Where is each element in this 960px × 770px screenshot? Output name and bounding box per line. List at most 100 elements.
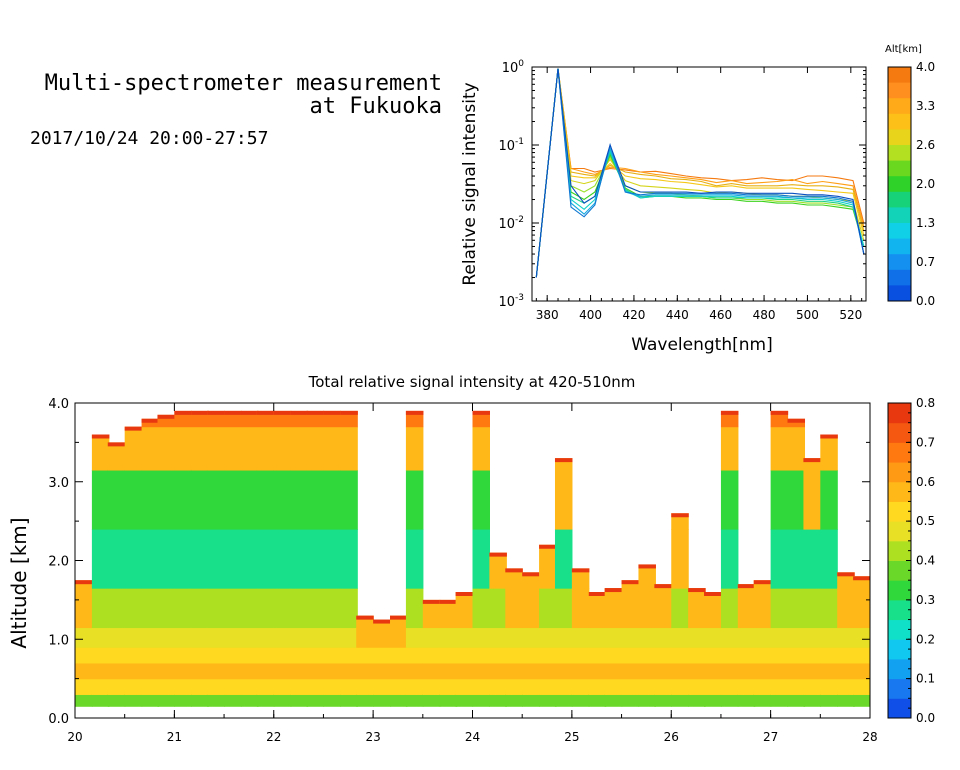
heatmap-cell bbox=[207, 627, 225, 648]
heatmap-cell bbox=[191, 694, 209, 707]
heatmap-cell bbox=[224, 426, 242, 471]
heatmap-edge-cell bbox=[737, 584, 756, 589]
colorbar-swatch bbox=[888, 560, 911, 581]
heatmap-cell bbox=[273, 647, 292, 664]
heatmap-cell bbox=[191, 627, 209, 648]
altitude-legend-swatch bbox=[888, 82, 911, 99]
heatmap-cell bbox=[472, 410, 490, 428]
heatmap-cell bbox=[256, 529, 275, 589]
heatmap-cell bbox=[505, 568, 523, 589]
heatmap-edge-cell bbox=[273, 410, 292, 415]
heatmap-cell bbox=[638, 588, 656, 629]
heatmap-cell bbox=[356, 678, 374, 695]
altitude-legend-swatch bbox=[888, 238, 911, 255]
heatmap-cell bbox=[107, 694, 126, 707]
spectrum-series-line bbox=[535, 68, 865, 278]
heatmap-cell bbox=[191, 410, 209, 428]
heatmap-edge-cell bbox=[489, 552, 507, 557]
heatmap-cell bbox=[671, 694, 689, 707]
heatmap-cell bbox=[720, 678, 739, 695]
heatmap-cell bbox=[455, 694, 474, 707]
heatmap-cell bbox=[141, 588, 160, 629]
altitude-legend-swatch bbox=[888, 191, 911, 208]
colorbar-label: 0.1 bbox=[916, 672, 935, 686]
heatmap-cell bbox=[323, 426, 341, 471]
heatmap-cell bbox=[787, 588, 806, 629]
heatmap-cell bbox=[688, 678, 706, 695]
heatmap-cell bbox=[439, 662, 458, 680]
heatmap-cell bbox=[820, 588, 838, 629]
heatmap-cell bbox=[107, 588, 126, 629]
heatmap-cell bbox=[273, 694, 292, 707]
heatmap-cell bbox=[803, 627, 821, 648]
heatmap-cell bbox=[405, 426, 424, 471]
heatmap-cell bbox=[820, 662, 838, 680]
heatmap-cell bbox=[207, 529, 225, 589]
heatmap-cell bbox=[306, 694, 325, 707]
time-range-label: 2017/10/24 20:00-27:57 bbox=[30, 128, 269, 149]
heatmap-cell bbox=[207, 469, 225, 530]
heatmap-edge-cell bbox=[439, 599, 458, 604]
heatmap-cell bbox=[571, 588, 590, 629]
heatmap-cell bbox=[323, 678, 341, 695]
heatmap-edge-cell bbox=[240, 410, 259, 415]
heatmap-cell bbox=[588, 662, 607, 680]
heatmap-cell bbox=[522, 627, 540, 648]
colorbar-label: 0.7 bbox=[916, 435, 935, 449]
heatmap-cell bbox=[75, 662, 93, 680]
heatmap-cell bbox=[853, 588, 870, 629]
heatmap-cell bbox=[373, 694, 391, 707]
heatmap-cell bbox=[571, 694, 590, 707]
heatmap-cell bbox=[472, 426, 490, 471]
heatmap-cell bbox=[704, 627, 722, 648]
heatmap-cell bbox=[472, 678, 490, 695]
heatmap-edge-cell bbox=[654, 584, 672, 589]
heatmap-cell bbox=[604, 662, 623, 680]
spectrum-y-tick-label: 10-1 bbox=[498, 137, 524, 154]
heatmap-cell bbox=[571, 627, 590, 648]
heatmap-cell bbox=[770, 647, 789, 664]
heatmap-cell bbox=[306, 678, 325, 695]
heatmap-cell bbox=[157, 647, 175, 664]
heatmap-cell bbox=[91, 678, 110, 695]
heatmap-cell bbox=[240, 647, 259, 664]
heatmap-cell bbox=[306, 662, 325, 680]
altitude-legend-frame bbox=[887, 66, 912, 302]
heatmap-cell bbox=[224, 410, 242, 428]
spectrum-x-tick-label: 520 bbox=[839, 308, 862, 322]
heatmap-cell bbox=[439, 627, 458, 648]
heatmap-cell bbox=[505, 647, 523, 664]
heatmap-cell bbox=[174, 694, 192, 707]
heatmap-cell bbox=[853, 694, 870, 707]
heatmap-cell bbox=[256, 694, 275, 707]
heatmap-cell bbox=[753, 588, 772, 629]
heatmap-edge-cell bbox=[688, 588, 706, 593]
spectrum-x-tick-label: 460 bbox=[709, 308, 732, 322]
heatmap-cell bbox=[720, 662, 739, 680]
heatmap-cell bbox=[638, 694, 656, 707]
altitude-legend-title: Alt[km] bbox=[885, 44, 922, 55]
heatmap-edge-cell bbox=[604, 588, 623, 593]
heatmap-cell bbox=[720, 647, 739, 664]
heatmap-cell bbox=[539, 662, 557, 680]
heatmap-cell bbox=[522, 678, 540, 695]
heatmap-cell bbox=[340, 469, 358, 530]
heatmap-colorbar: 0.0 0.1 0.2 0.3 0.4 0.5 0.6 0.7 0.8 bbox=[887, 396, 935, 725]
heatmap-cell bbox=[539, 588, 557, 629]
heatmap-cell bbox=[787, 662, 806, 680]
heatmap-cell bbox=[290, 678, 309, 695]
heatmap-edge-cell bbox=[522, 572, 540, 577]
colorbar-label: 0.0 bbox=[916, 711, 935, 725]
heatmap-cell bbox=[157, 627, 175, 648]
heatmap-cell bbox=[141, 678, 160, 695]
heatmap-cell bbox=[240, 662, 259, 680]
heatmap-cell bbox=[472, 647, 490, 664]
heatmap-cell bbox=[141, 627, 160, 648]
heatmap-cell bbox=[405, 662, 424, 680]
heatmap-cell bbox=[141, 694, 160, 707]
heatmap-cell bbox=[157, 426, 175, 471]
heatmap-cell bbox=[240, 588, 259, 629]
heatmap-cell bbox=[75, 627, 93, 648]
heatmap-cell bbox=[141, 529, 160, 589]
heatmap-edge-cell bbox=[290, 410, 309, 415]
